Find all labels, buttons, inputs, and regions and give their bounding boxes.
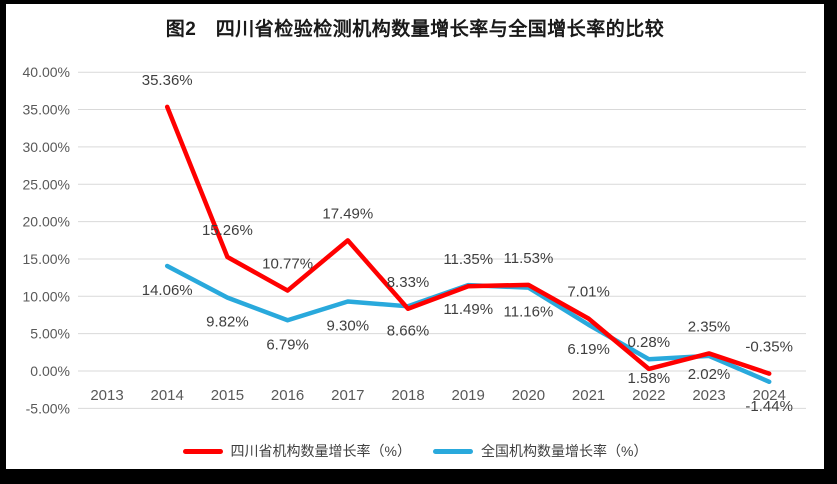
data-label-sichuan: 15.26%	[202, 222, 253, 239]
chart-title: 图2 四川省检验检测机构数量增长率与全国增长率的比较	[165, 19, 665, 40]
data-label-sichuan: 17.49%	[322, 205, 373, 222]
data-label-national: 8.66%	[387, 322, 430, 339]
data-label-national: 1.58%	[628, 370, 671, 387]
y-axis-tick-label: 25.00%	[23, 176, 70, 192]
data-label-national: 2.02%	[688, 366, 731, 383]
y-axis-tick-label: 30.00%	[23, 139, 70, 155]
x-axis-tick-label: 2023	[692, 387, 725, 404]
y-axis-tick-label: 35.00%	[23, 102, 70, 118]
x-axis-tick-label: 2020	[512, 387, 545, 404]
data-label-sichuan: 2.35%	[688, 318, 731, 335]
data-label-national: -1.44%	[745, 398, 793, 415]
legend-label-sichuan: 四川省机构数量增长率（%）	[230, 443, 411, 459]
chart-legend: 四川省机构数量增长率（%） 全国机构数量增长率（%）	[6, 441, 824, 461]
data-label-sichuan: 35.36%	[142, 72, 193, 89]
y-axis-tick-label: 40.00%	[23, 64, 70, 80]
x-axis-tick-label: 2022	[632, 387, 665, 404]
data-label-national: 6.79%	[266, 336, 309, 353]
legend-item-national: 全国机构数量增长率（%）	[433, 441, 647, 461]
data-label-national: 9.30%	[327, 318, 370, 335]
y-axis-tick-label: -5.00%	[26, 400, 70, 416]
chart-page: 图2 四川省检验检测机构数量增长率与全国增长率的比较 40.00% 35.00% 3…	[6, 4, 824, 469]
data-label-sichuan: -0.35%	[745, 339, 793, 356]
data-label-national: 14.06%	[142, 282, 193, 299]
y-axis-tick-label: 5.00%	[30, 326, 70, 342]
series-line-sichuan	[164, 104, 772, 376]
x-axis-tick-label: 2015	[211, 387, 244, 404]
legend-item-sichuan: 四川省机构数量增长率（%）	[182, 441, 411, 461]
x-axis-tick-label: 2014	[151, 387, 184, 404]
national-series-line-swatch	[433, 448, 473, 454]
x-axis-tick-label: 2019	[452, 387, 485, 404]
legend-label-national: 全国机构数量增长率（%）	[481, 443, 648, 459]
data-label-national: 6.19%	[567, 341, 610, 358]
data-label-national: 11.49%	[443, 301, 493, 318]
data-label-sichuan: 10.77%	[262, 256, 313, 273]
y-axis-tick-label: 20.00%	[23, 214, 70, 230]
sichuan-series-line-swatch	[182, 448, 223, 454]
y-axis-tick-label: 15.00%	[23, 251, 70, 267]
data-label-sichuan: 7.01%	[567, 284, 610, 301]
x-axis-tick-label: 2024	[753, 387, 786, 404]
data-label-sichuan: 0.28%	[628, 334, 671, 351]
data-label-sichuan: 8.33%	[387, 274, 430, 291]
x-axis-tick-label: 2017	[331, 387, 364, 404]
y-axis-tick-label: 0.00%	[30, 363, 70, 379]
x-axis-tick-label: 2021	[572, 387, 605, 404]
line-chart: 40.00% 35.00% 30.00% 25.00% 20.00% 15.00% 10.0…	[23, 64, 806, 416]
series-line-national	[164, 263, 772, 385]
y-axis-tick-label: 10.00%	[23, 288, 70, 304]
x-axis-tick-label: 2013	[90, 387, 123, 404]
data-label-sichuan: 11.53%	[504, 250, 554, 267]
x-axis-tick-label: 2016	[271, 387, 304, 404]
data-label-national: 9.82%	[206, 314, 249, 331]
x-axis-tick-label: 2018	[391, 387, 424, 404]
data-label-sichuan: 11.35%	[443, 251, 493, 268]
data-label-national: 11.16%	[504, 304, 554, 321]
